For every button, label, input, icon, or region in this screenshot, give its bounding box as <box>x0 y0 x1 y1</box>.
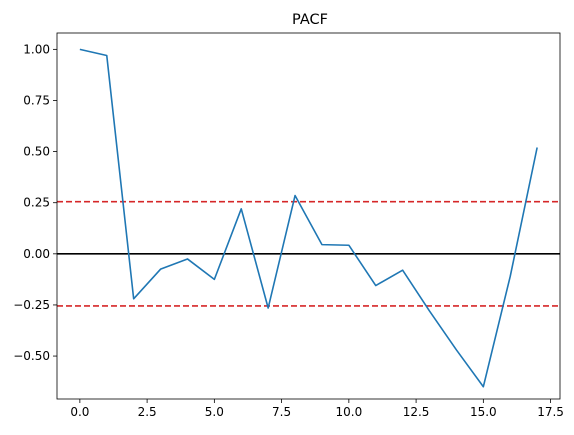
y-tick-label: 0.00 <box>23 247 50 261</box>
x-axis: 0.0 2.5 5.0 7.5 10.0 12.5 15.0 17.5 <box>70 399 564 419</box>
y-tick-label: −0.50 <box>13 349 50 363</box>
x-tick-label: 0.0 <box>70 405 89 419</box>
x-tick-label: 5.0 <box>205 405 224 419</box>
chart-title: PACF <box>292 12 328 28</box>
plot-frame <box>56 32 561 400</box>
y-tick-label: 0.50 <box>23 145 50 159</box>
x-tick-label: 2.5 <box>138 405 157 419</box>
y-axis: −0.50 −0.25 0.00 0.25 0.50 0.75 1.00 <box>13 42 57 363</box>
x-tick-label: 10.0 <box>335 405 362 419</box>
x-tick-label: 17.5 <box>537 405 564 419</box>
pacf-series-line <box>79 48 538 388</box>
x-tick-label: 15.0 <box>470 405 497 419</box>
y-tick-label: 1.00 <box>23 42 50 56</box>
y-tick-label: −0.25 <box>13 298 50 312</box>
x-tick-label: 7.5 <box>272 405 291 419</box>
y-tick-label: 0.25 <box>23 196 50 210</box>
x-tick-label: 12.5 <box>403 405 430 419</box>
y-tick-label: 0.75 <box>23 93 50 107</box>
